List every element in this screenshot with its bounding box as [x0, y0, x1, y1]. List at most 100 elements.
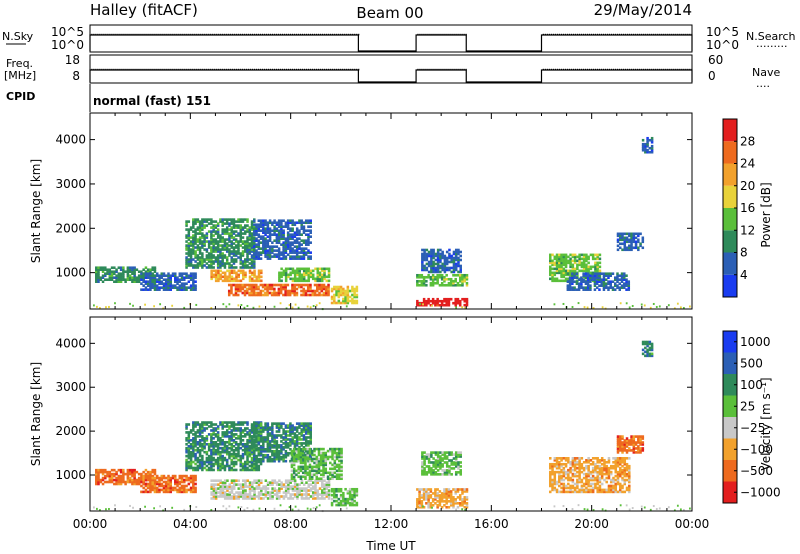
- heatmap-cell: [212, 493, 216, 496]
- heatmap-cell: [232, 435, 236, 438]
- heatmap-cell: [192, 446, 195, 450]
- heatmap-cell: [562, 261, 566, 265]
- trace-point: [425, 68, 427, 71]
- heatmap-cell: [432, 250, 435, 254]
- heatmap-cell: [259, 440, 263, 443]
- heatmap-cell: [273, 487, 277, 490]
- heatmap-cell: [253, 253, 256, 256]
- heatmap-cell: [259, 223, 263, 227]
- heatmap-cell: [153, 268, 157, 272]
- heatmap-cell: [192, 274, 195, 278]
- heatmap-cell: [452, 283, 455, 287]
- heatmap-cell: [253, 422, 256, 425]
- heatmap-cell: [115, 476, 118, 480]
- heatmap-cell: [162, 480, 166, 484]
- heatmap-cell: [122, 270, 125, 274]
- heatmap-cell: [264, 293, 267, 297]
- heatmap-cell: [250, 448, 254, 452]
- heatmap-cell: [291, 289, 294, 293]
- heatmap-cell: [174, 486, 177, 490]
- heatmap-cell: [185, 276, 188, 280]
- heatmap-cell: [289, 430, 292, 433]
- trace-point: [558, 33, 561, 36]
- heatmap-cell: [425, 262, 429, 266]
- heatmap-cell: [212, 485, 216, 488]
- heatmap-cell: [216, 232, 220, 235]
- heatmap-cell: [623, 236, 627, 240]
- heatmap-cell: [194, 256, 197, 259]
- heatmap-cell: [591, 276, 594, 280]
- heatmap-cell: [223, 242, 227, 245]
- trace-point: [235, 68, 237, 71]
- heatmap-cell: [128, 476, 132, 480]
- heatmap-cell: [250, 466, 254, 470]
- heatmap-cell: [580, 253, 584, 257]
- heatmap-cell: [575, 288, 579, 291]
- heatmap-cell: [257, 485, 261, 488]
- heatmap-cell: [232, 440, 236, 444]
- heatmap-cell: [436, 281, 439, 285]
- heatmap-cell: [580, 269, 584, 273]
- heatmap-cell: [185, 458, 188, 462]
- heatmap-cell: [288, 289, 292, 293]
- heatmap-cell: [212, 423, 215, 426]
- heatmap-cell: [113, 276, 116, 280]
- heatmap-cell: [146, 472, 150, 476]
- heatmap-cell: [131, 266, 134, 270]
- heatmap-cell: [212, 468, 215, 472]
- heatmap-cell: [160, 286, 163, 289]
- heatmap-cell: [293, 241, 297, 244]
- heatmap-cell: [230, 437, 233, 440]
- heatmap-cell: [307, 241, 310, 244]
- heatmap-cell: [201, 462, 204, 466]
- heatmap-cell: [282, 485, 286, 488]
- heatmap-cell: [560, 267, 563, 271]
- trace-point: [633, 68, 635, 71]
- heatmap-cell: [217, 271, 220, 275]
- heatmap-cell: [299, 451, 303, 455]
- heatmap-cell: [253, 219, 256, 223]
- heatmap-cell: [457, 262, 460, 266]
- heatmap-cell: [344, 293, 347, 297]
- heatmap-cell: [189, 450, 193, 454]
- heatmap-cell: [304, 463, 307, 467]
- heatmap-cell: [241, 266, 245, 269]
- heatmap-cell: [192, 425, 195, 428]
- trace-point: [550, 33, 552, 36]
- heatmap-cell: [291, 271, 295, 275]
- heatmap-cell: [142, 476, 145, 480]
- heatmap-cell: [187, 440, 191, 444]
- heatmap-cell: [298, 269, 301, 273]
- heatmap-cell: [463, 297, 466, 301]
- trace-point: [195, 68, 197, 71]
- heatmap-cell: [566, 288, 570, 291]
- heatmap-cell: [239, 234, 242, 237]
- heatmap-cell: [253, 229, 256, 233]
- heatmap-cell: [257, 493, 261, 496]
- heatmap-cell: [257, 497, 261, 500]
- heatmap-cell: [282, 459, 285, 463]
- heatmap-cell: [578, 257, 581, 261]
- heatmap-cell: [234, 433, 238, 436]
- heatmap-cell: [278, 491, 281, 494]
- heatmap-cell: [607, 272, 610, 276]
- heatmap-cell: [189, 276, 193, 280]
- heatmap-cell: [273, 227, 276, 231]
- heatmap-cell: [445, 301, 448, 305]
- trace-point: [185, 33, 187, 36]
- heatmap-cell: [230, 277, 234, 281]
- heatmap-cell: [253, 279, 256, 283]
- heatmap-cell: [257, 245, 261, 248]
- heatmap-cell: [201, 458, 204, 462]
- heatmap-cell: [282, 285, 285, 289]
- heatmap-cell: [306, 457, 309, 461]
- heatmap-cell: [230, 252, 233, 255]
- heatmap-cell: [315, 304, 318, 307]
- heatmap-cell: [262, 237, 265, 240]
- heatmap-cell: [196, 446, 200, 450]
- heatmap-cell: [140, 274, 143, 278]
- heatmap-cell: [210, 450, 213, 454]
- heatmap-cell: [564, 261, 568, 265]
- heatmap-cell: [430, 268, 433, 272]
